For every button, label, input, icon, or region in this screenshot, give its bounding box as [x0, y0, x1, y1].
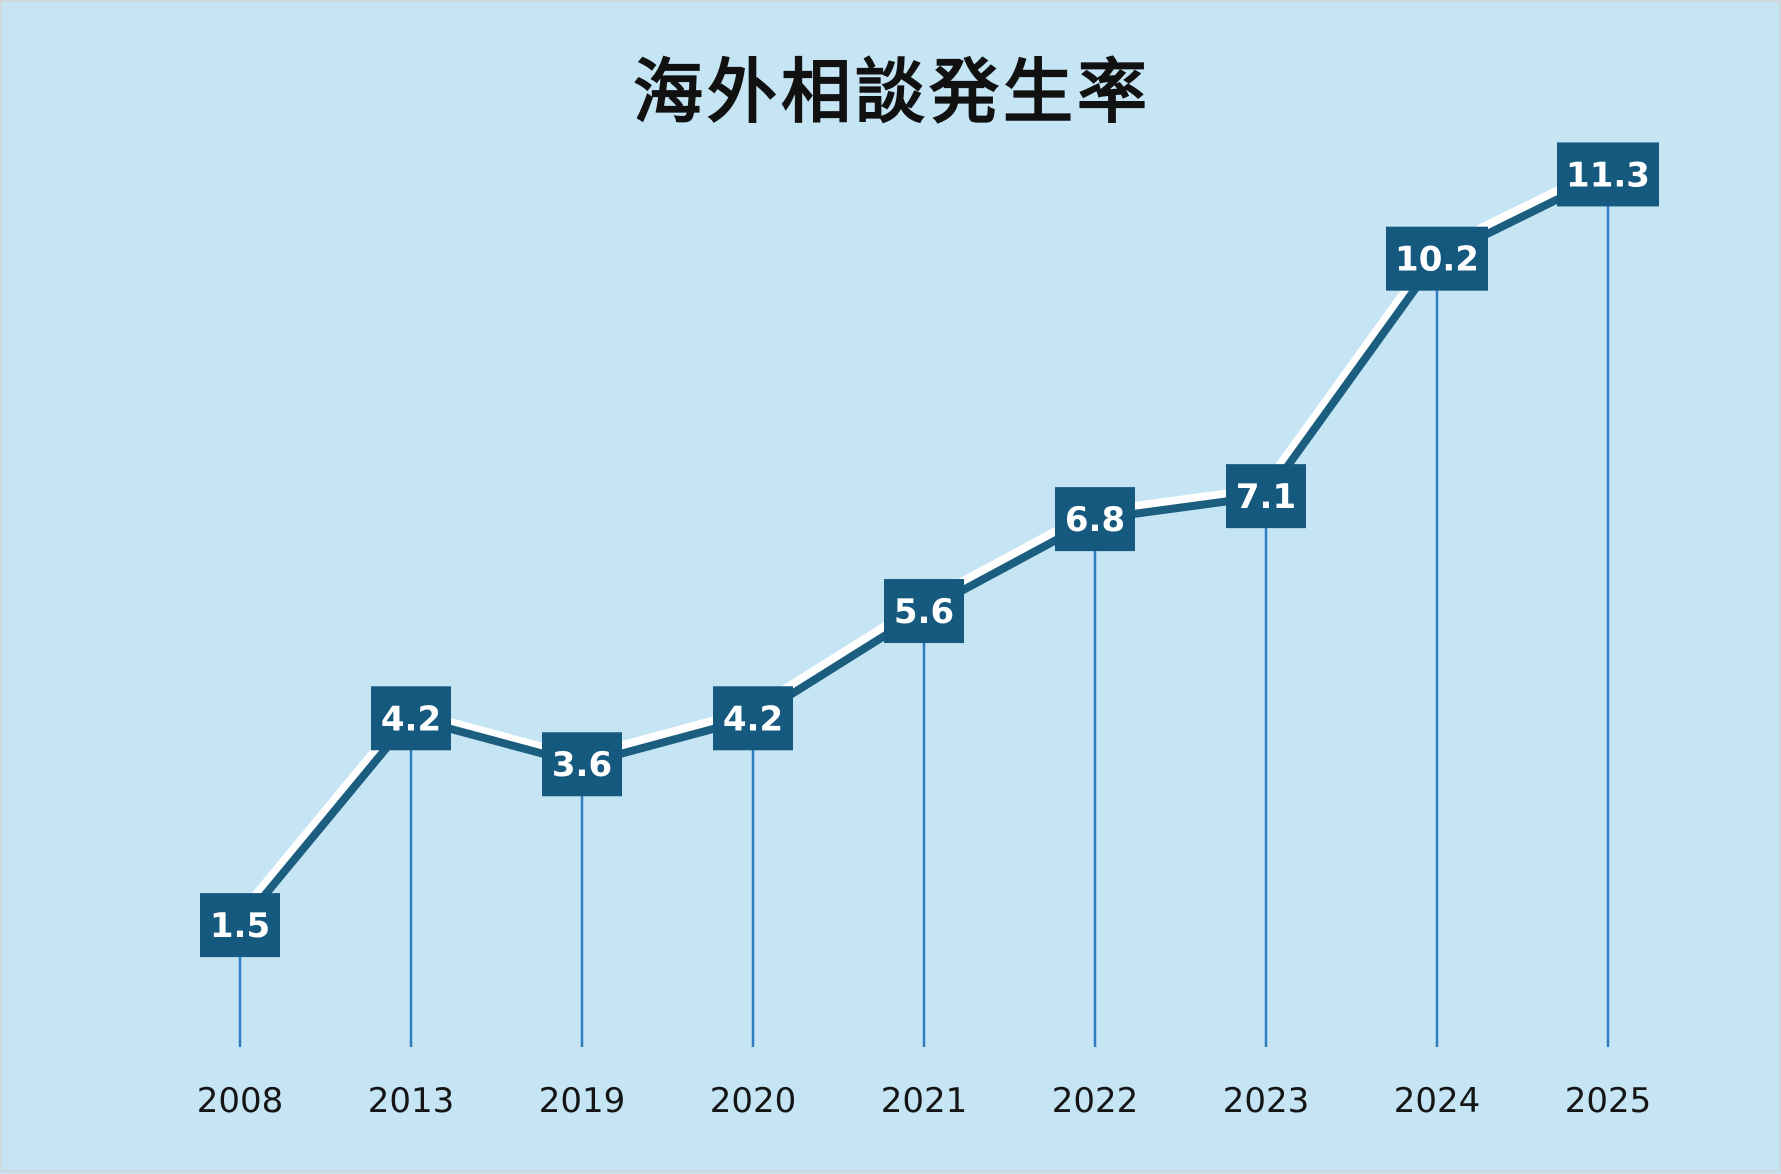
data-label: 6.8 — [1065, 500, 1125, 540]
data-label: 1.5 — [210, 906, 270, 946]
data-label-box — [713, 686, 793, 751]
data-label-box — [200, 893, 280, 958]
data-point-2022: 6.8 — [1055, 487, 1135, 552]
data-label: 4.2 — [381, 699, 441, 739]
data-label-box — [1055, 487, 1135, 552]
data-label: 3.6 — [552, 745, 612, 785]
data-point-2008: 1.5 — [200, 893, 280, 958]
data-point-2019: 3.6 — [542, 732, 622, 797]
x-tick-2021: 2021 — [881, 1081, 968, 1121]
data-label-box — [1226, 464, 1306, 529]
data-label: 10.2 — [1395, 240, 1479, 280]
x-tick-2013: 2013 — [368, 1081, 455, 1121]
x-tick-2023: 2023 — [1223, 1081, 1310, 1121]
data-point-2021: 5.6 — [884, 579, 964, 644]
data-labels-group: 1.5 4.2 3.6 4.2 5.6 6.8 7.1 10.2 11.3 — [200, 142, 1659, 958]
data-label: 11.3 — [1566, 155, 1650, 195]
data-label-box — [884, 579, 964, 644]
data-label-box — [1386, 226, 1488, 291]
data-label-box — [1557, 142, 1659, 207]
data-label-box — [371, 686, 451, 751]
data-point-2023: 7.1 — [1226, 464, 1306, 529]
drop-lines-group — [238, 174, 1610, 1047]
data-label-box — [542, 732, 622, 797]
data-label: 7.1 — [1236, 477, 1296, 517]
data-label: 4.2 — [723, 699, 783, 739]
data-point-2025: 11.3 — [1557, 142, 1659, 207]
x-tick-2019: 2019 — [539, 1081, 626, 1121]
x-axis-ticks: 2008 2013 2019 2020 2021 2022 2023 2024 2025 — [197, 1081, 1652, 1121]
chart-title: 海外相談発生率 — [633, 51, 1151, 133]
x-tick-2022: 2022 — [1052, 1081, 1139, 1121]
data-label: 5.6 — [894, 592, 954, 632]
data-point-2013: 4.2 — [371, 686, 451, 751]
data-point-2024: 10.2 — [1386, 226, 1488, 291]
x-tick-2025: 2025 — [1565, 1081, 1652, 1121]
x-tick-2020: 2020 — [710, 1081, 797, 1121]
x-tick-2008: 2008 — [197, 1081, 284, 1121]
x-tick-2024: 2024 — [1394, 1081, 1481, 1121]
data-point-2020: 4.2 — [713, 686, 793, 751]
